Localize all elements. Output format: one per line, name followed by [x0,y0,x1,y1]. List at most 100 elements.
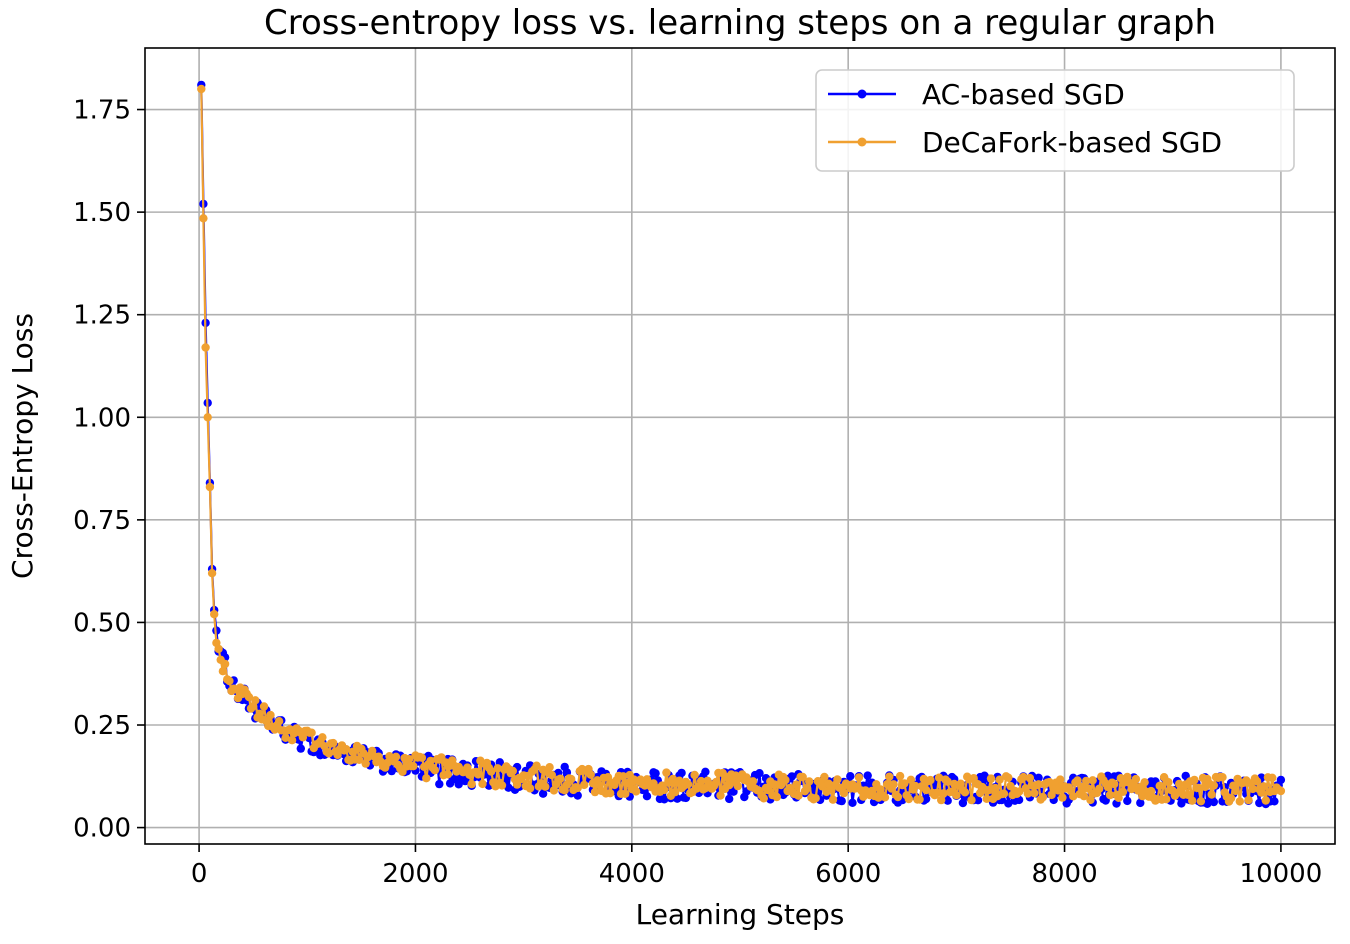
x-tick-label: 8000 [1031,859,1097,889]
data-point [1058,793,1067,802]
data-point [921,785,931,795]
data-point [1257,788,1266,797]
data-point [712,777,721,787]
data-point [932,788,942,798]
data-point [863,771,872,780]
data-point [748,777,758,786]
data-point [1136,798,1145,808]
data-point [696,776,706,786]
y-tick-label: 0.00 [73,814,131,844]
data-point [467,779,476,789]
data-point [538,789,548,798]
data-point [716,791,725,800]
data-point [580,780,589,790]
data-point [670,788,680,797]
data-point [218,667,228,676]
data-point [1177,799,1186,808]
data-point [1261,796,1271,805]
x-axis-ticks: 0 2000 4000 6000 8000 10000 [191,844,1322,889]
data-point [435,779,444,789]
data-point [952,791,961,800]
data-point [973,796,983,805]
data-point [225,676,234,686]
data-point [201,343,210,352]
y-axis-label: Cross-Entropy Loss [6,313,39,579]
data-point [1077,782,1087,792]
data-point [1004,773,1013,782]
data-point [885,772,894,781]
data-point [651,769,660,778]
data-point [281,733,290,742]
data-point [956,779,965,788]
plot-frame [144,47,1336,845]
data-point [623,778,632,788]
data-point [725,794,734,804]
data-point [586,770,595,779]
data-point [474,770,483,779]
series-ac-based-sgd [197,80,1286,809]
data-point [811,794,820,803]
data-point [995,775,1004,784]
data-point [387,766,396,776]
data-point [1164,778,1173,787]
data-point [621,789,630,798]
data-point [422,774,431,783]
data-point [1140,778,1149,787]
x-tick-label: 10000 [1240,859,1323,889]
legend-marker-decafork [857,137,867,147]
data-point [463,763,472,772]
data-point [893,792,903,802]
series-line [200,88,1282,803]
data-point [662,768,671,777]
data-point [755,769,764,778]
data-point [274,717,284,726]
data-point [937,795,946,805]
data-point [1118,787,1128,796]
data-point [296,744,305,753]
data-point [939,789,948,798]
data-point [906,775,916,784]
data-point [606,789,615,798]
data-point [590,787,600,797]
data-point [1155,781,1164,790]
data-point [1110,779,1119,789]
data-point [1105,790,1115,800]
data-point [1019,772,1028,782]
data-point [430,766,440,775]
data-point [1268,773,1277,782]
data-point [266,710,275,720]
data-point [1004,799,1013,808]
data-point [525,784,535,793]
data-point [1188,796,1197,805]
y-tick-label: 1.75 [73,96,131,126]
data-point [895,771,905,781]
data-point [1079,792,1089,801]
data-point [1045,777,1054,787]
data-point [1034,773,1043,782]
series-layer [197,80,1286,809]
data-point [1162,795,1171,804]
data-point [986,774,996,783]
data-point [287,736,297,745]
data-point [1259,782,1268,791]
data-point [1086,795,1095,805]
data-point [342,745,351,754]
data-point [1190,775,1199,785]
y-tick-label: 0.50 [73,608,131,638]
y-tick-label: 1.25 [73,301,131,331]
data-point [417,753,427,762]
data-point [967,795,976,805]
data-point [1196,797,1206,806]
data-point [1038,792,1048,802]
data-point [984,786,993,795]
data-point [307,728,316,737]
data-point [1025,773,1035,783]
data-point [1146,786,1156,796]
data-point [244,692,254,702]
data-point [504,783,513,792]
data-point [1276,786,1286,796]
data-point [493,764,502,773]
data-point [683,780,693,789]
data-point [1030,789,1039,798]
data-point [1082,776,1091,786]
